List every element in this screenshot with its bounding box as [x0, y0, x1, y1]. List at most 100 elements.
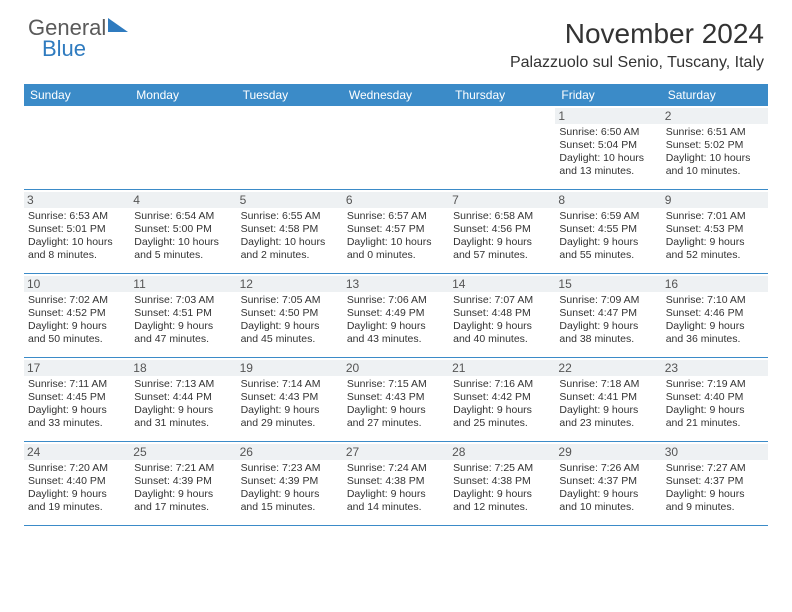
daylight-text: Daylight: 9 hours and 55 minutes. — [559, 236, 657, 262]
daylight-text: Daylight: 9 hours and 52 minutes. — [666, 236, 764, 262]
day-number: 18 — [130, 360, 236, 376]
daylight-text: Daylight: 9 hours and 36 minutes. — [666, 320, 764, 346]
sunrise-text: Sunrise: 7:10 AM — [666, 294, 764, 307]
day-number: 13 — [343, 276, 449, 292]
sunset-text: Sunset: 4:45 PM — [28, 391, 126, 404]
sunset-text: Sunset: 4:39 PM — [241, 475, 339, 488]
calendar-cell — [343, 106, 449, 190]
calendar-cell: 15Sunrise: 7:09 AMSunset: 4:47 PMDayligh… — [555, 274, 661, 358]
sunset-text: Sunset: 5:00 PM — [134, 223, 232, 236]
dayhead-sun: Sunday — [24, 84, 130, 106]
sail-icon — [108, 18, 128, 32]
calendar-cell: 3Sunrise: 6:53 AMSunset: 5:01 PMDaylight… — [24, 190, 130, 274]
calendar-cell — [24, 106, 130, 190]
day-number: 24 — [24, 444, 130, 460]
month-title: November 2024 — [510, 18, 764, 50]
calendar-cell: 1 Sunrise: 6:50 AMSunset: 5:04 PMDaylight… — [555, 106, 661, 190]
title-block: November 2024 Palazzuolo sul Senio, Tusc… — [510, 18, 764, 72]
sunset-text: Sunset: 4:48 PM — [453, 307, 551, 320]
sunrise-text: Sunrise: 7:25 AM — [453, 462, 551, 475]
daylight-text: Daylight: 9 hours and 15 minutes. — [241, 488, 339, 514]
header: General Blue November 2024 Palazzuolo su… — [0, 0, 792, 76]
calendar-cell: 26 Sunrise: 7:23 AMSunset: 4:39 PMDayligh… — [237, 442, 343, 526]
calendar-cell: 29Sunrise: 7:26 AMSunset: 4:37 PMDayligh… — [555, 442, 661, 526]
day-number: 3 — [24, 192, 130, 208]
day-number: 1 — [555, 108, 661, 124]
calendar-cell: 14Sunrise: 7:07 AMSunset: 4:48 PMDayligh… — [449, 274, 555, 358]
calendar-cell: 30Sunrise: 7:27 AMSunset: 4:37 PMDayligh… — [662, 442, 768, 526]
daylight-text: Daylight: 9 hours and 50 minutes. — [28, 320, 126, 346]
daylight-text: Daylight: 9 hours and 40 minutes. — [453, 320, 551, 346]
sunset-text: Sunset: 4:38 PM — [347, 475, 445, 488]
daylight-text: Daylight: 9 hours and 31 minutes. — [134, 404, 232, 430]
day-number: 4 — [130, 192, 236, 208]
sunset-text: Sunset: 4:38 PM — [453, 475, 551, 488]
sunset-text: Sunset: 5:04 PM — [559, 139, 657, 152]
calendar-cell: 27Sunrise: 7:24 AMSunset: 4:38 PMDayligh… — [343, 442, 449, 526]
sunrise-text: Sunrise: 7:11 AM — [28, 378, 126, 391]
daylight-text: Daylight: 10 hours and 5 minutes. — [134, 236, 232, 262]
daylight-text: Daylight: 9 hours and 29 minutes. — [241, 404, 339, 430]
dayhead-wed: Wednesday — [343, 84, 449, 106]
sunrise-text: Sunrise: 7:23 AM — [241, 462, 339, 475]
day-number: 26 — [237, 444, 343, 460]
sunrise-text: Sunrise: 7:18 AM — [559, 378, 657, 391]
sunrise-text: Sunrise: 6:53 AM — [28, 210, 126, 223]
daylight-text: Daylight: 10 hours and 13 minutes. — [559, 152, 657, 178]
day-number: 27 — [343, 444, 449, 460]
daylight-text: Daylight: 9 hours and 12 minutes. — [453, 488, 551, 514]
sunrise-text: Sunrise: 7:24 AM — [347, 462, 445, 475]
sunset-text: Sunset: 4:47 PM — [559, 307, 657, 320]
sunset-text: Sunset: 4:40 PM — [666, 391, 764, 404]
calendar-week-row: 10Sunrise: 7:02 AMSunset: 4:52 PMDayligh… — [24, 274, 768, 358]
calendar-week-row: 17Sunrise: 7:11 AMSunset: 4:45 PMDayligh… — [24, 358, 768, 442]
sunset-text: Sunset: 5:02 PM — [666, 139, 764, 152]
daylight-text: Daylight: 9 hours and 45 minutes. — [241, 320, 339, 346]
calendar-cell — [449, 106, 555, 190]
calendar-cell: 19 Sunrise: 7:14 AMSunset: 4:43 PMDayligh… — [237, 358, 343, 442]
brand-blue: Blue — [42, 36, 86, 61]
day-number: 21 — [449, 360, 555, 376]
sunset-text: Sunset: 4:57 PM — [347, 223, 445, 236]
sunset-text: Sunset: 4:52 PM — [28, 307, 126, 320]
sunrise-text: Sunrise: 6:58 AM — [453, 210, 551, 223]
day-number — [24, 108, 130, 124]
day-number: 2 — [662, 108, 768, 124]
day-number — [237, 108, 343, 124]
calendar-cell — [130, 106, 236, 190]
sunset-text: Sunset: 4:42 PM — [453, 391, 551, 404]
daylight-text: Daylight: 10 hours and 10 minutes. — [666, 152, 764, 178]
day-number: 9 — [662, 192, 768, 208]
sunrise-text: Sunrise: 6:54 AM — [134, 210, 232, 223]
day-number: 7 — [449, 192, 555, 208]
day-number: 23 — [662, 360, 768, 376]
sunrise-text: Sunrise: 6:59 AM — [559, 210, 657, 223]
sunrise-text: Sunrise: 7:14 AM — [241, 378, 339, 391]
sunset-text: Sunset: 4:55 PM — [559, 223, 657, 236]
day-number: 19 — [237, 360, 343, 376]
sunrise-text: Sunrise: 6:50 AM — [559, 126, 657, 139]
calendar-cell: 4 Sunrise: 6:54 AMSunset: 5:00 PMDaylight… — [130, 190, 236, 274]
sunrise-text: Sunrise: 7:15 AM — [347, 378, 445, 391]
day-number: 29 — [555, 444, 661, 460]
sunrise-text: Sunrise: 7:02 AM — [28, 294, 126, 307]
day-number: 11 — [130, 276, 236, 292]
sunset-text: Sunset: 4:40 PM — [28, 475, 126, 488]
calendar-week-row: 3Sunrise: 6:53 AMSunset: 5:01 PMDaylight… — [24, 190, 768, 274]
sunset-text: Sunset: 4:43 PM — [241, 391, 339, 404]
daylight-text: Daylight: 9 hours and 17 minutes. — [134, 488, 232, 514]
daylight-text: Daylight: 10 hours and 8 minutes. — [28, 236, 126, 262]
calendar-cell: 8Sunrise: 6:59 AMSunset: 4:55 PMDaylight… — [555, 190, 661, 274]
day-number: 12 — [237, 276, 343, 292]
day-number: 28 — [449, 444, 555, 460]
calendar-cell: 20Sunrise: 7:15 AMSunset: 4:43 PMDayligh… — [343, 358, 449, 442]
day-number: 5 — [237, 192, 343, 208]
daylight-text: Daylight: 9 hours and 23 minutes. — [559, 404, 657, 430]
sunrise-text: Sunrise: 7:27 AM — [666, 462, 764, 475]
calendar-table: Sunday Monday Tuesday Wednesday Thursday… — [24, 84, 768, 526]
calendar-cell: 6Sunrise: 6:57 AMSunset: 4:57 PMDaylight… — [343, 190, 449, 274]
dayhead-fri: Friday — [555, 84, 661, 106]
calendar-cell: 18Sunrise: 7:13 AMSunset: 4:44 PMDayligh… — [130, 358, 236, 442]
calendar-week-row: 1Sunrise: 6:50 AMSunset: 5:04 PMDaylight… — [24, 106, 768, 190]
day-number: 30 — [662, 444, 768, 460]
